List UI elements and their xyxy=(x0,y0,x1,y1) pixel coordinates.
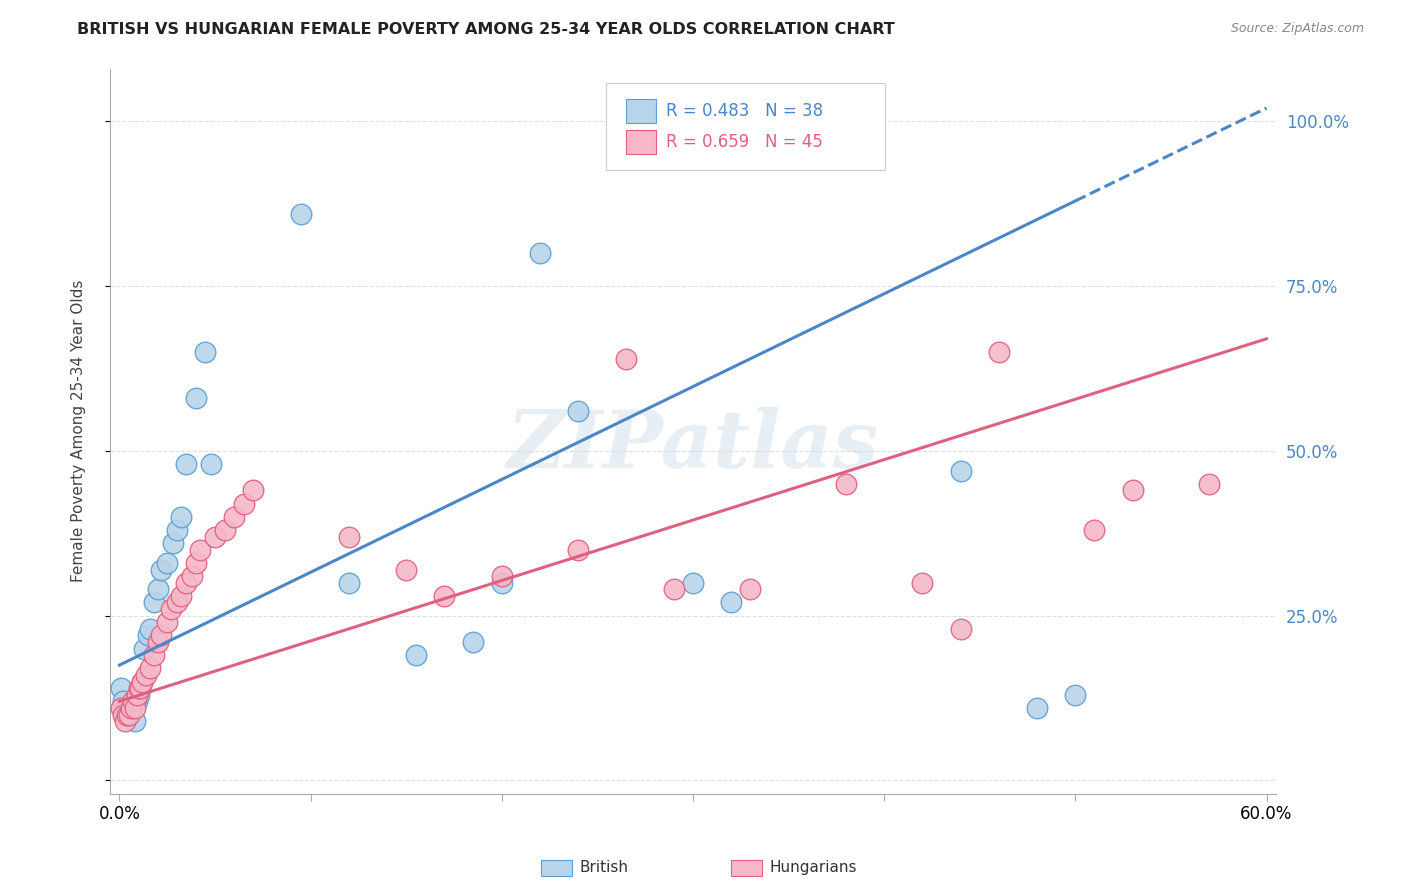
Point xyxy=(124,714,146,728)
Point xyxy=(740,582,762,597)
Text: R = 0.659   N = 45: R = 0.659 N = 45 xyxy=(666,134,823,152)
Point xyxy=(1026,701,1049,715)
Point xyxy=(1122,483,1144,498)
Point xyxy=(949,464,972,478)
Point xyxy=(614,351,637,366)
Point xyxy=(290,206,312,220)
Point xyxy=(1083,523,1105,537)
Point xyxy=(134,641,156,656)
Point xyxy=(232,497,254,511)
Point xyxy=(567,404,589,418)
Point xyxy=(125,694,148,708)
Point xyxy=(567,542,589,557)
Point xyxy=(662,582,685,597)
Point xyxy=(200,457,222,471)
Point xyxy=(1198,476,1220,491)
Text: R = 0.483   N = 38: R = 0.483 N = 38 xyxy=(666,103,824,120)
Point xyxy=(166,523,188,537)
Point xyxy=(115,707,138,722)
Point xyxy=(128,681,150,696)
Point xyxy=(135,668,157,682)
Point xyxy=(337,575,360,590)
Point xyxy=(911,575,934,590)
Point xyxy=(146,582,169,597)
Point xyxy=(184,391,207,405)
Point xyxy=(136,628,159,642)
Point xyxy=(120,701,142,715)
Point xyxy=(405,648,427,663)
Text: Hungarians: Hungarians xyxy=(769,861,856,875)
Point xyxy=(214,523,236,537)
Point xyxy=(115,707,138,722)
Point xyxy=(118,707,141,722)
Point xyxy=(139,661,162,675)
FancyBboxPatch shape xyxy=(627,99,655,123)
Point xyxy=(987,345,1010,359)
Point xyxy=(166,595,188,609)
Point xyxy=(146,635,169,649)
Point xyxy=(491,575,513,590)
Point xyxy=(176,575,198,590)
Point xyxy=(112,707,135,722)
Point xyxy=(1064,688,1087,702)
Point xyxy=(395,562,418,576)
Point xyxy=(131,674,153,689)
Point xyxy=(114,701,136,715)
Point xyxy=(120,701,142,715)
Point xyxy=(433,589,456,603)
Point xyxy=(125,688,148,702)
Point xyxy=(169,589,191,603)
Point xyxy=(184,556,207,570)
Point xyxy=(121,694,143,708)
Point xyxy=(176,457,198,471)
Point xyxy=(337,530,360,544)
Point xyxy=(128,688,150,702)
Point xyxy=(150,562,173,576)
FancyBboxPatch shape xyxy=(606,83,886,170)
Point xyxy=(121,694,143,708)
Point xyxy=(142,648,165,663)
Point xyxy=(224,509,246,524)
Point xyxy=(156,556,179,570)
Point xyxy=(150,628,173,642)
Point xyxy=(194,345,217,359)
Text: British: British xyxy=(579,861,628,875)
Point xyxy=(129,681,152,696)
Point xyxy=(720,595,742,609)
Text: ZIPatlas: ZIPatlas xyxy=(508,407,879,484)
Point xyxy=(110,701,132,715)
Point xyxy=(110,681,132,696)
Point xyxy=(188,542,211,557)
Point xyxy=(112,694,135,708)
Point xyxy=(160,602,183,616)
Point xyxy=(169,509,191,524)
Point xyxy=(835,476,858,491)
Point xyxy=(491,569,513,583)
Point xyxy=(118,707,141,722)
Text: Source: ZipAtlas.com: Source: ZipAtlas.com xyxy=(1230,22,1364,36)
Point xyxy=(162,536,184,550)
Point xyxy=(139,622,162,636)
Text: BRITISH VS HUNGARIAN FEMALE POVERTY AMONG 25-34 YEAR OLDS CORRELATION CHART: BRITISH VS HUNGARIAN FEMALE POVERTY AMON… xyxy=(77,22,896,37)
Point xyxy=(529,246,551,260)
FancyBboxPatch shape xyxy=(627,130,655,154)
Point xyxy=(242,483,264,498)
Point xyxy=(131,674,153,689)
Point xyxy=(461,635,484,649)
Y-axis label: Female Poverty Among 25-34 Year Olds: Female Poverty Among 25-34 Year Olds xyxy=(72,280,86,582)
Point xyxy=(181,569,204,583)
Point xyxy=(204,530,226,544)
Point xyxy=(114,714,136,728)
Point xyxy=(949,622,972,636)
Point xyxy=(142,595,165,609)
Point xyxy=(129,681,152,696)
Point xyxy=(124,701,146,715)
Point xyxy=(682,575,704,590)
Point xyxy=(156,615,179,630)
